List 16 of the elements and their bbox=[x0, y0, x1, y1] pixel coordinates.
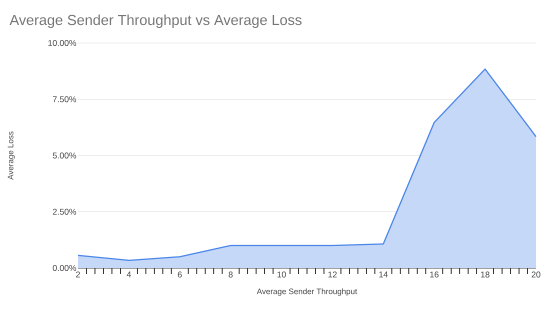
x-tick-label: 4 bbox=[126, 272, 132, 278]
x-tick-label: 2 bbox=[76, 272, 80, 278]
y-tick-label: 5.00% bbox=[52, 152, 76, 158]
x-tick-label: 16 bbox=[430, 272, 439, 278]
x-tick-label: 20 bbox=[532, 272, 540, 278]
x-tick-label: 14 bbox=[379, 272, 388, 278]
x-tick-label: 12 bbox=[328, 272, 337, 278]
x-tick-label: 18 bbox=[481, 272, 490, 278]
y-tick-label: 0.00% bbox=[52, 265, 76, 271]
y-tick-label: 7.50% bbox=[52, 96, 76, 102]
y-tick-label: 2.50% bbox=[52, 208, 76, 215]
y-tick-label: 10.00% bbox=[48, 40, 76, 46]
x-tick-label: 8 bbox=[228, 272, 233, 278]
x-tick-label: 10 bbox=[277, 272, 286, 278]
x-tick-label: 6 bbox=[178, 272, 182, 278]
chart-title: Average Sender Throughput vs Average Loss bbox=[10, 14, 302, 28]
